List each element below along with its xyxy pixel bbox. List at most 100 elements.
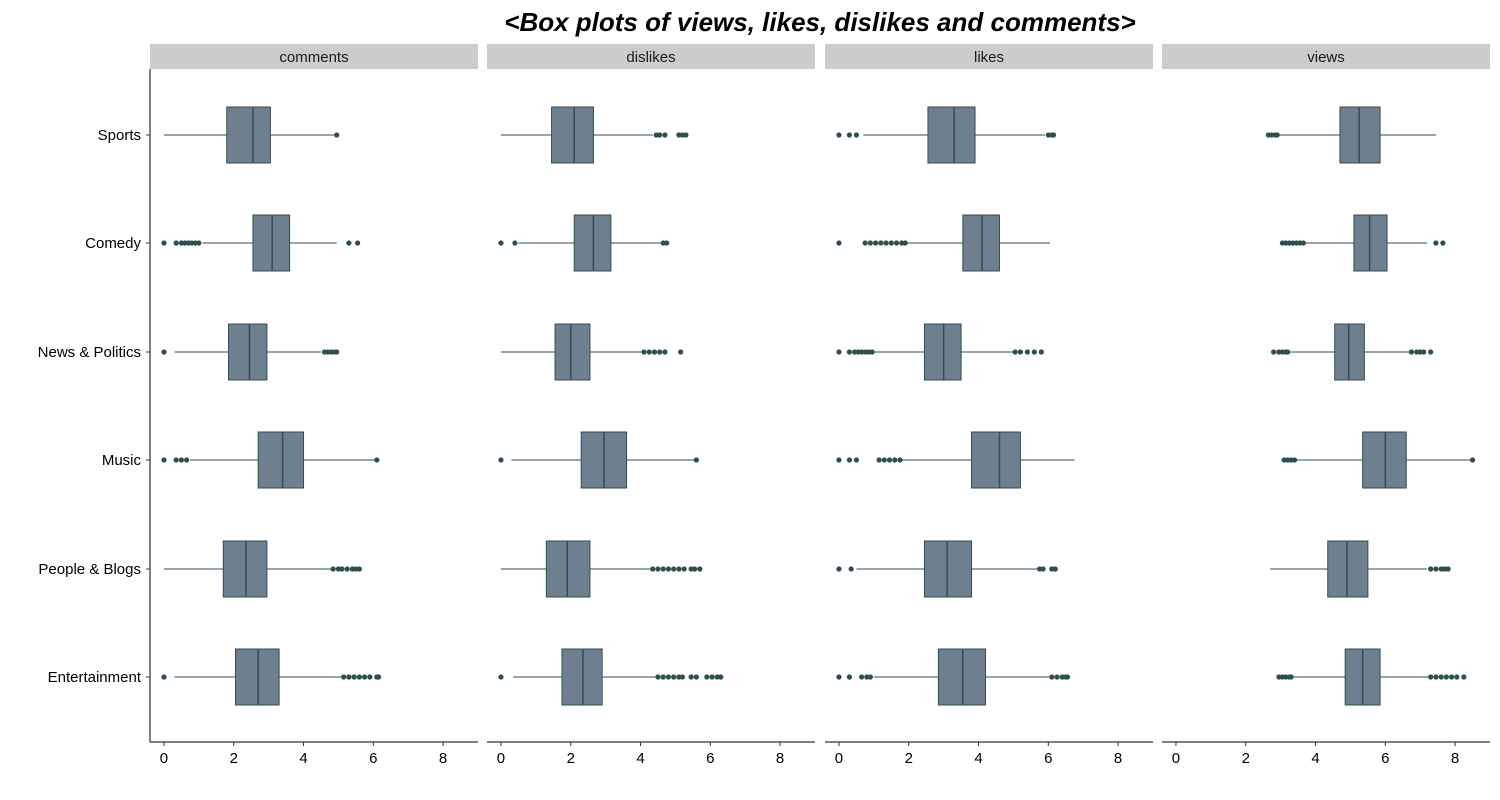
x-tick-label-comments-0: 0 — [160, 750, 168, 767]
outlier-dislikes-sports-2 — [662, 132, 668, 138]
outlier-dislikes-people-and-blogs-9 — [697, 566, 703, 572]
outlier-dislikes-news-and-politics-0 — [641, 349, 647, 355]
outlier-dislikes-entertainment-10 — [709, 674, 715, 680]
outlier-comments-entertainment-1 — [341, 674, 347, 680]
outlier-dislikes-people-and-blogs-1 — [655, 566, 661, 572]
outlier-comments-music-4 — [374, 457, 380, 463]
boxplot-views-entertainment — [1276, 648, 1467, 706]
x-tick-label-likes-4: 4 — [974, 750, 982, 767]
box-dislikes-news-and-politics — [554, 323, 591, 381]
outlier-dislikes-news-and-politics-2 — [651, 349, 658, 355]
outlier-likes-news-and-politics-7 — [869, 349, 875, 355]
outlier-dislikes-entertainment-3 — [665, 674, 672, 680]
boxplot-dislikes-people-and-blogs — [500, 540, 703, 598]
facet-strip-label-likes: likes — [974, 49, 1004, 66]
outlier-likes-people-and-blogs-5 — [1052, 566, 1058, 572]
x-tick-label-dislikes-6: 6 — [706, 750, 714, 767]
facet-strip-dislikes — [487, 44, 815, 69]
outlier-dislikes-entertainment-9 — [704, 674, 710, 680]
boxplot-views-people-and-blogs — [1270, 540, 1451, 598]
outlier-comments-entertainment-3 — [351, 674, 357, 680]
facet-panel-likes — [836, 106, 1075, 706]
x-tick-label-comments-4: 4 — [299, 750, 307, 767]
facet-panels — [161, 106, 1476, 706]
outlier-likes-comedy-2 — [867, 240, 873, 246]
outlier-dislikes-news-and-politics-1 — [646, 349, 652, 355]
outlier-comments-music-1 — [173, 457, 179, 463]
outlier-likes-news-and-politics-10 — [1024, 349, 1030, 355]
outlier-views-entertainment-7 — [1438, 674, 1444, 680]
outlier-likes-entertainment-1 — [846, 674, 853, 680]
outlier-dislikes-people-and-blogs-4 — [671, 566, 677, 572]
boxplot-likes-news-and-politics — [836, 323, 1044, 381]
outlier-comments-comedy-7 — [196, 240, 202, 246]
outlier-comments-entertainment-2 — [346, 674, 352, 680]
outlier-views-people-and-blogs-4 — [1445, 566, 1451, 572]
axes: 0 2 4 6 8 0 2 4 6 8 0 2 4 6 8 0 2 4 6 8 — [146, 69, 1490, 767]
boxplot-dislikes-music — [498, 431, 699, 489]
outlier-dislikes-entertainment-7 — [688, 674, 694, 680]
outlier-likes-sports-2 — [853, 132, 860, 138]
outlier-dislikes-music-1 — [693, 457, 699, 463]
outlier-likes-music-0 — [836, 457, 842, 463]
x-tick-label-views-6: 6 — [1381, 750, 1389, 767]
boxplot-comments-entertainment — [161, 648, 382, 706]
outlier-views-news-and-politics-5 — [1408, 349, 1415, 355]
box-likes-comedy — [962, 214, 1000, 272]
x-tick-label-comments-8: 8 — [439, 750, 447, 767]
boxplot-likes-comedy — [836, 214, 1051, 272]
outlier-dislikes-sports-5 — [683, 132, 689, 138]
outlier-dislikes-people-and-blogs-2 — [660, 566, 666, 572]
outlier-views-entertainment-10 — [1454, 674, 1460, 680]
outlier-likes-people-and-blogs-0 — [836, 566, 842, 572]
box-views-people-and-blogs — [1327, 540, 1369, 598]
outlier-dislikes-entertainment-2 — [660, 674, 666, 680]
box-likes-entertainment — [937, 648, 987, 706]
x-tick-label-likes-8: 8 — [1114, 750, 1122, 767]
box-comments-sports — [226, 106, 271, 164]
outlier-comments-news-and-politics-0 — [161, 349, 167, 355]
outlier-dislikes-comedy-1 — [512, 240, 518, 246]
chart-title: <Box plots of views, likes, dislikes and… — [504, 7, 1136, 37]
outlier-dislikes-entertainment-12 — [718, 674, 724, 680]
outlier-likes-news-and-politics-1 — [846, 349, 853, 355]
facet-strips: comments dislikes likes views — [150, 44, 1490, 69]
outlier-comments-comedy-8 — [346, 240, 352, 246]
outlier-likes-entertainment-2 — [859, 674, 865, 680]
outlier-comments-music-3 — [184, 457, 190, 463]
outlier-dislikes-entertainment-1 — [655, 674, 661, 680]
outlier-dislikes-entertainment-8 — [693, 674, 699, 680]
outlier-views-comedy-8 — [1440, 240, 1446, 246]
outlier-comments-news-and-politics-5 — [334, 349, 340, 355]
outlier-likes-comedy-9 — [902, 240, 908, 246]
outlier-likes-entertainment-9 — [1064, 674, 1071, 680]
x-tick-label-likes-0: 0 — [835, 750, 843, 767]
box-comments-news-and-politics — [228, 323, 268, 381]
box-comments-comedy — [252, 214, 291, 272]
outlier-dislikes-comedy-3 — [664, 240, 670, 246]
outlier-dislikes-comedy-0 — [498, 240, 504, 246]
category-label-music: Music — [102, 452, 142, 469]
box-views-sports — [1339, 106, 1381, 164]
outlier-views-entertainment-8 — [1443, 674, 1449, 680]
outlier-likes-sports-5 — [1050, 132, 1057, 138]
box-likes-sports — [927, 106, 976, 164]
box-dislikes-people-and-blogs — [545, 540, 591, 598]
outlier-views-entertainment-11 — [1461, 674, 1467, 680]
outlier-likes-comedy-7 — [893, 240, 900, 246]
boxplot-comments-sports — [163, 106, 340, 164]
facet-panel-views — [1265, 106, 1476, 706]
x-tick-label-views-4: 4 — [1311, 750, 1319, 767]
outlier-likes-news-and-politics-9 — [1017, 349, 1024, 355]
facet-panel-dislikes — [498, 106, 724, 706]
box-likes-people-and-blogs — [923, 540, 973, 598]
outlier-likes-music-1 — [846, 457, 853, 463]
outlier-comments-entertainment-0 — [161, 674, 167, 680]
outlier-likes-music-3 — [876, 457, 882, 463]
outlier-comments-people-and-blogs-2 — [339, 566, 345, 572]
box-comments-entertainment — [234, 648, 280, 706]
facet-strip-label-comments: comments — [279, 49, 348, 66]
outlier-likes-sports-1 — [846, 132, 853, 138]
outlier-likes-people-and-blogs-3 — [1040, 566, 1046, 572]
